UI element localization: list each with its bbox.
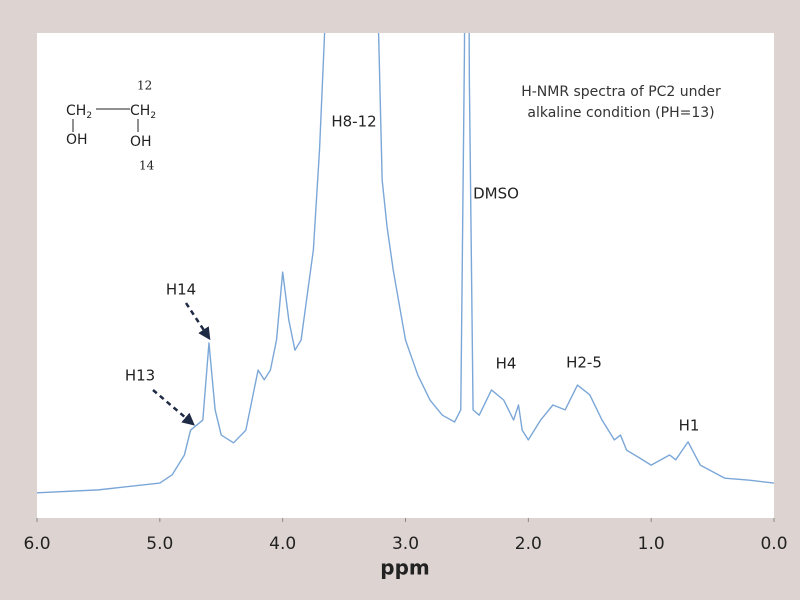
x-tick-label: 6.0: [23, 534, 50, 554]
annotation: H1: [679, 417, 700, 435]
x-tick-label: 3.0: [392, 534, 419, 554]
hydroxyl: OH: [66, 132, 88, 148]
subscript: 2: [86, 111, 92, 121]
plot-area: [37, 33, 774, 518]
group: CH: [130, 103, 150, 119]
annotation: H4: [496, 355, 517, 373]
annotation: H13: [125, 367, 155, 385]
x-tick-label: 1.0: [638, 534, 665, 554]
x-tick-label: 5.0: [146, 534, 173, 554]
x-tick-label: 4.0: [269, 534, 296, 554]
chart-title: alkaline condition (PH=13): [527, 105, 714, 121]
arrow: [184, 302, 211, 341]
annotation: DMSO: [473, 185, 519, 203]
spectrum-line: [37, 33, 774, 494]
x-tick-label: 2.0: [515, 534, 542, 554]
hydroxyl: OH: [130, 134, 152, 150]
atom-number: 12: [137, 79, 152, 93]
x-tick-label: 0.0: [760, 534, 787, 554]
spectrum-layer: [37, 33, 774, 494]
group-text: CH2: [130, 103, 156, 121]
group-text: CH2: [66, 103, 92, 121]
structure: CH2 CH2 OH OH 12 14: [66, 79, 156, 173]
x-axis-label: ppm: [380, 556, 429, 580]
annotation: H8-12: [331, 113, 376, 131]
subscript: 2: [150, 111, 156, 121]
chart-title: H-NMR spectra of PC2 under: [521, 84, 721, 100]
atom-number: 14: [139, 159, 155, 173]
annotation: H14: [166, 281, 196, 299]
annotation: H2-5: [566, 354, 602, 372]
group: CH: [66, 103, 86, 119]
